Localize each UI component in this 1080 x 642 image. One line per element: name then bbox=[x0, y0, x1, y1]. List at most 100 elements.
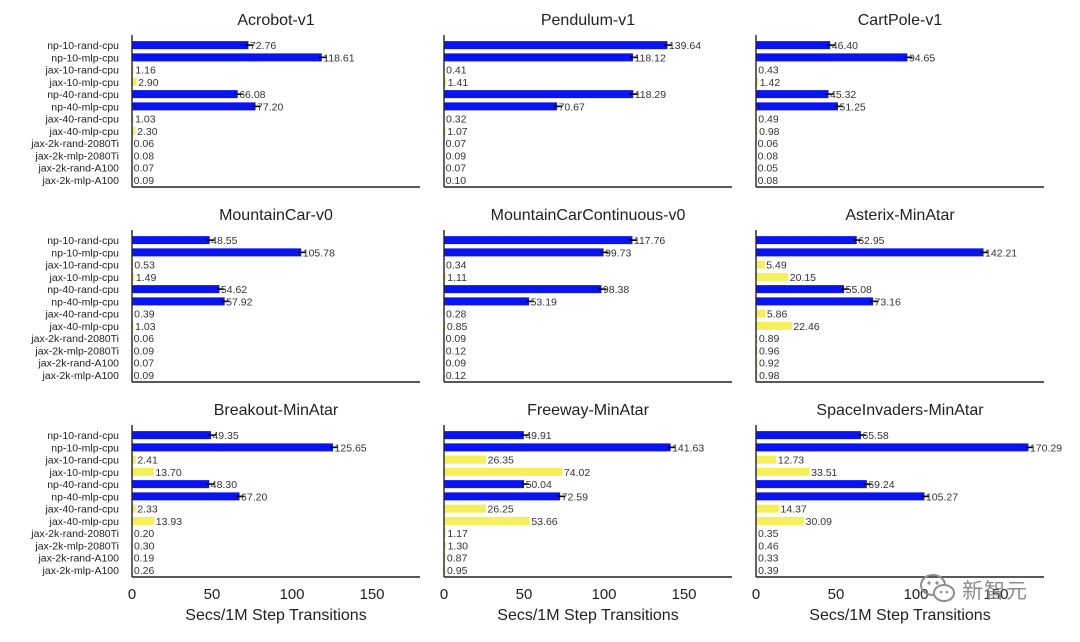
category-label: jax-2k-mlp-A100 bbox=[42, 565, 120, 577]
bar bbox=[444, 248, 604, 256]
category-label: jax-10-mlp-cpu bbox=[49, 272, 120, 284]
bar bbox=[132, 285, 219, 293]
data-label: 2.33 bbox=[137, 504, 158, 516]
bar bbox=[132, 492, 240, 500]
bar bbox=[132, 480, 209, 488]
data-label: 170.29 bbox=[1030, 442, 1062, 454]
data-label: 57.92 bbox=[226, 296, 252, 308]
category-label: jax-40-rand-cpu bbox=[44, 309, 119, 321]
data-label: 72.76 bbox=[250, 40, 276, 52]
data-label: 51.25 bbox=[840, 101, 866, 113]
data-label: 50.04 bbox=[526, 479, 552, 491]
category-label: np-40-mlp-cpu bbox=[51, 491, 119, 503]
category-label: np-40-rand-cpu bbox=[47, 89, 119, 101]
x-tick-label: 0 bbox=[128, 586, 136, 603]
data-label: 0.34 bbox=[446, 260, 467, 272]
data-label: 0.89 bbox=[759, 333, 780, 345]
subplot-title: SpaceInvaders-MinAtar bbox=[816, 402, 984, 419]
subplot-cartpole-v1: CartPole-v146.4094.650.431.4245.3251.250… bbox=[756, 12, 1044, 187]
data-label: 0.07 bbox=[134, 163, 155, 175]
data-label: 98.38 bbox=[603, 284, 629, 296]
bar bbox=[444, 102, 557, 110]
category-label: jax-2k-rand-A100 bbox=[37, 553, 119, 565]
data-label: 70.67 bbox=[559, 101, 585, 113]
data-label: 0.28 bbox=[446, 309, 467, 321]
bar bbox=[756, 480, 867, 488]
x-axis-label: Secs/1M Step Transitions bbox=[185, 607, 366, 624]
category-label: jax-40-rand-cpu bbox=[44, 114, 119, 126]
bar bbox=[756, 322, 792, 330]
bar bbox=[756, 285, 844, 293]
data-label: 13.93 bbox=[156, 516, 182, 528]
bar bbox=[756, 492, 924, 500]
data-label: 74.02 bbox=[564, 467, 590, 479]
bar bbox=[444, 480, 524, 488]
category-label: jax-2k-rand-A100 bbox=[37, 358, 119, 370]
data-label: 0.39 bbox=[134, 309, 155, 321]
data-label: 26.35 bbox=[488, 455, 514, 467]
category-label: jax-2k-mlp-2080Ti bbox=[34, 150, 119, 162]
bar bbox=[444, 492, 560, 500]
subplot-title: Freeway-MinAtar bbox=[527, 402, 649, 419]
x-tick-label: 100 bbox=[591, 586, 616, 603]
bar bbox=[756, 102, 838, 110]
data-label: 49.91 bbox=[525, 430, 551, 442]
category-label: jax-2k-rand-2080Ti bbox=[30, 138, 119, 150]
watermark: 新智元 bbox=[918, 572, 1068, 606]
category-label: jax-10-rand-cpu bbox=[44, 455, 119, 467]
category-label: jax-2k-mlp-2080Ti bbox=[34, 345, 119, 357]
data-label: 1.16 bbox=[135, 65, 156, 77]
x-tick-label: 50 bbox=[204, 586, 221, 603]
bar bbox=[444, 297, 529, 305]
data-label: 2.90 bbox=[138, 77, 159, 89]
data-label: 0.33 bbox=[758, 553, 779, 565]
category-label: jax-2k-rand-2080Ti bbox=[30, 333, 119, 345]
data-label: 48.55 bbox=[211, 235, 237, 247]
data-label: 0.92 bbox=[759, 358, 780, 370]
data-label: 1.42 bbox=[760, 77, 781, 89]
data-label: 0.46 bbox=[758, 540, 779, 552]
category-label: np-40-rand-cpu bbox=[47, 284, 119, 296]
bar bbox=[756, 297, 873, 305]
data-label: 0.43 bbox=[758, 65, 779, 77]
x-tick-label: 150 bbox=[671, 586, 696, 603]
data-label: 77.20 bbox=[257, 101, 283, 113]
subplot-title: Asterix-MinAtar bbox=[845, 207, 955, 224]
data-label: 0.95 bbox=[447, 565, 468, 577]
data-label: 0.10 bbox=[446, 175, 467, 187]
data-label: 0.39 bbox=[758, 565, 779, 577]
data-label: 69.24 bbox=[868, 479, 894, 491]
category-label: jax-40-rand-cpu bbox=[44, 504, 119, 516]
category-label: jax-10-mlp-cpu bbox=[49, 77, 120, 89]
bar bbox=[132, 236, 210, 244]
bar bbox=[756, 517, 804, 525]
bar bbox=[444, 285, 601, 293]
data-label: 1.30 bbox=[448, 540, 469, 552]
category-label: np-10-rand-cpu bbox=[47, 430, 119, 442]
x-tick-label: 100 bbox=[279, 586, 304, 603]
bar bbox=[444, 236, 632, 244]
bar bbox=[444, 443, 671, 451]
data-label: 30.09 bbox=[806, 516, 832, 528]
subplot-mountaincarcontinuous-v0: MountainCarContinuous-v0117.7699.730.341… bbox=[444, 207, 732, 382]
data-label: 0.96 bbox=[759, 345, 780, 357]
bar bbox=[132, 41, 248, 49]
subplot-title: MountainCar-v0 bbox=[219, 207, 333, 224]
bar bbox=[444, 41, 667, 49]
bar bbox=[756, 41, 830, 49]
category-label: jax-2k-rand-A100 bbox=[37, 163, 119, 175]
subplot-mountaincar-v0: MountainCar-v048.55np-10-rand-cpu105.78n… bbox=[30, 207, 420, 382]
data-label: 5.86 bbox=[767, 309, 788, 321]
category-label: jax-2k-rand-2080Ti bbox=[30, 528, 119, 540]
data-label: 0.12 bbox=[446, 370, 467, 382]
bar bbox=[756, 236, 857, 244]
data-label: 14.37 bbox=[780, 504, 806, 516]
data-label: 20.15 bbox=[790, 272, 816, 284]
data-label: 0.08 bbox=[758, 150, 779, 162]
x-tick-label: 50 bbox=[516, 586, 533, 603]
subplot-freeway-minatar: Freeway-MinAtar49.91141.6326.3574.0250.0… bbox=[440, 402, 732, 624]
data-label: 0.53 bbox=[134, 260, 155, 272]
subplot-title: Breakout-MinAtar bbox=[214, 402, 339, 419]
data-label: 2.30 bbox=[137, 126, 158, 138]
data-label: 0.07 bbox=[134, 358, 155, 370]
